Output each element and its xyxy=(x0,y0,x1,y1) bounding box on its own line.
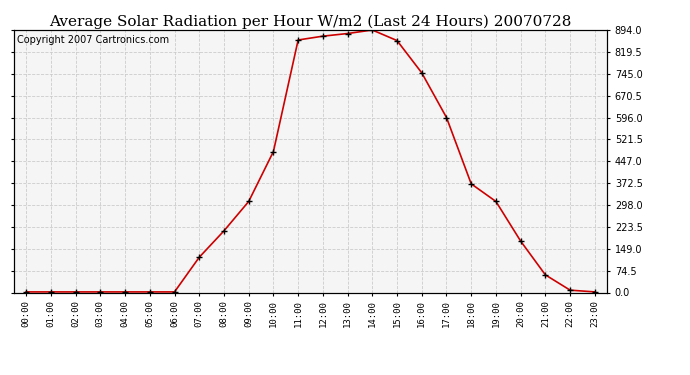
Title: Average Solar Radiation per Hour W/m2 (Last 24 Hours) 20070728: Average Solar Radiation per Hour W/m2 (L… xyxy=(49,15,572,29)
Text: Copyright 2007 Cartronics.com: Copyright 2007 Cartronics.com xyxy=(17,35,169,45)
